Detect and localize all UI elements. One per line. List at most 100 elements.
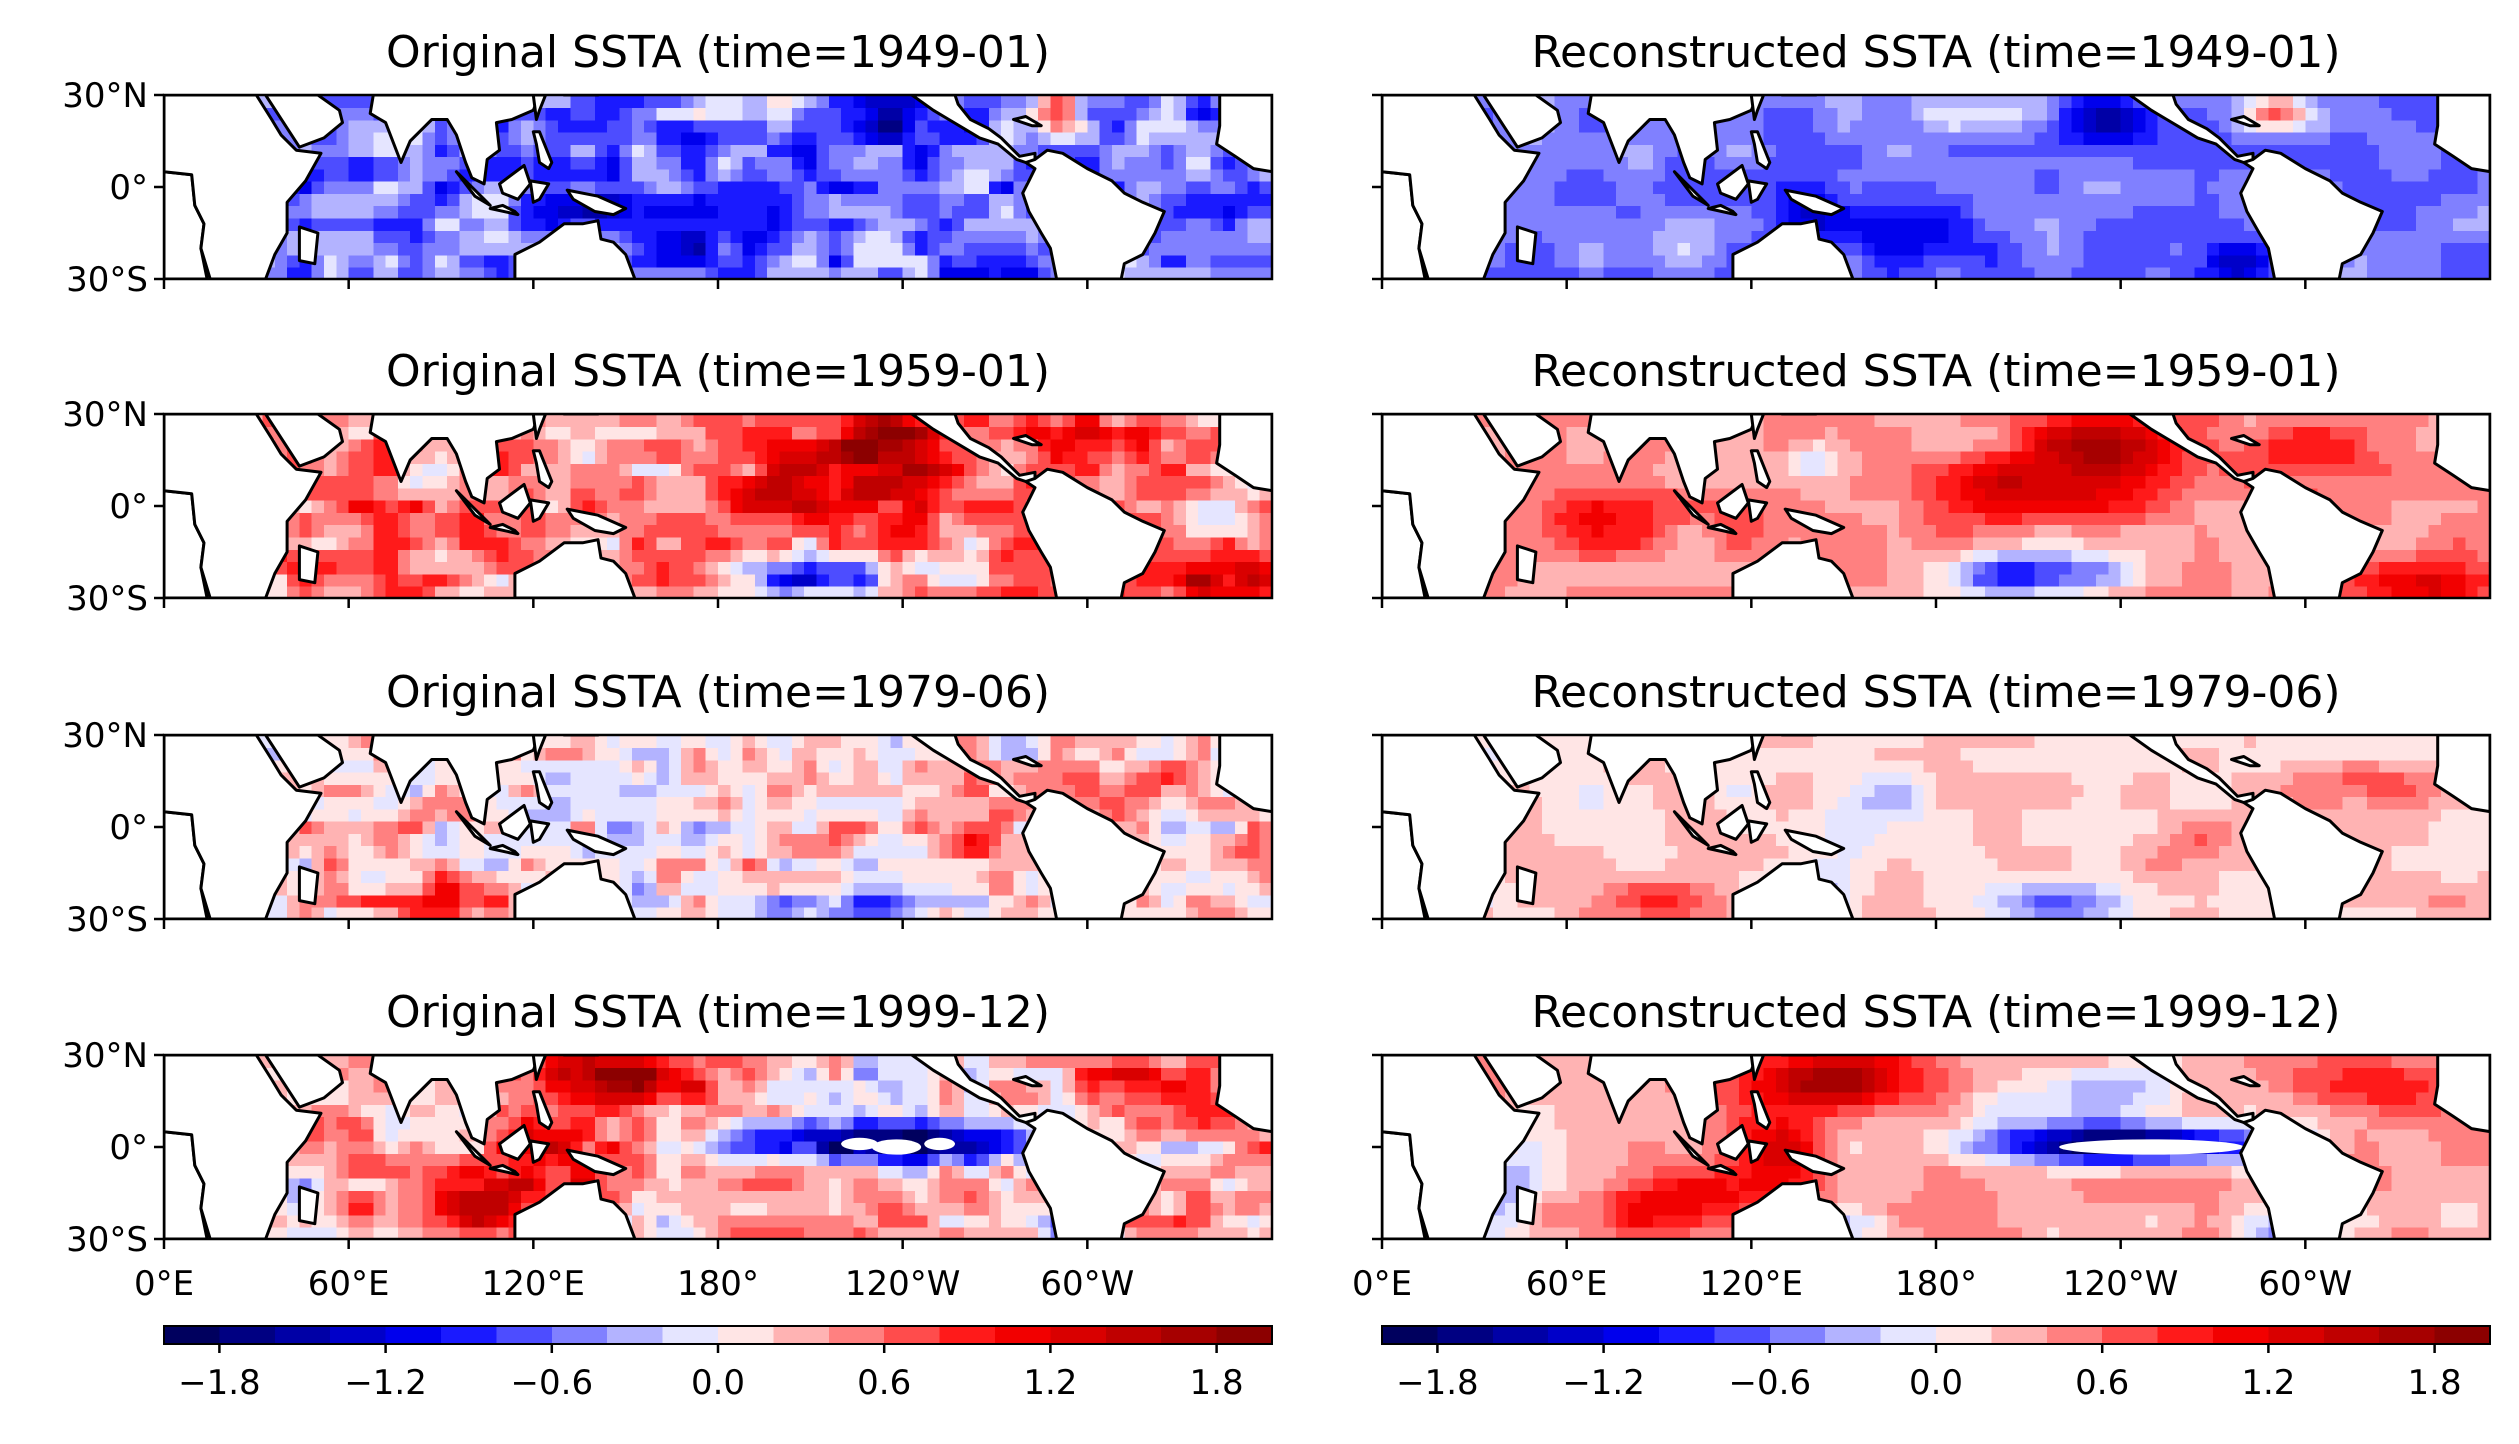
map-panel-original-1999-12: Original SSTA (time=1999-12) 30°N 0° 30°S0°… (62, 987, 1274, 1304)
colorbar-segment (441, 1326, 497, 1344)
land-mass (531, 95, 548, 121)
colorbar-tick-label: −1.2 (344, 1363, 427, 1403)
lon-tick-label: 120°W (845, 1264, 961, 1304)
land-mass (1021, 788, 1166, 919)
colorbar-segment (1880, 1326, 1937, 1344)
colorbar-segment (939, 1326, 996, 1344)
colorbar-segment (1714, 1326, 1771, 1344)
lat-tick-label: 30°N (62, 76, 148, 116)
lat-tick-label: 30°S (66, 900, 148, 940)
map-panel-original-1949-01: Original SSTA (time=1949-01) 30°N 0° 30°S (62, 27, 1274, 300)
land-mass (1731, 219, 1855, 279)
colorbar-segment (1382, 1326, 1438, 1344)
missing-data-patch (841, 1137, 879, 1151)
land-mass (1021, 148, 1166, 279)
lon-tick-label: 60°E (308, 1264, 390, 1304)
land-mass (1215, 414, 1272, 493)
colorbar-tick-label: 0.0 (691, 1363, 745, 1403)
land-mass (1783, 188, 1846, 217)
land-mass (1749, 770, 1772, 811)
land-mass (513, 219, 637, 279)
colorbar-tick-label: −1.2 (1562, 1363, 1645, 1403)
panel-title: Original SSTA (time=1959-01) (386, 346, 1050, 397)
colorbar-tick-label: −0.6 (1729, 1363, 1812, 1403)
panel-title: Reconstructed SSTA (time=1999-12) (1531, 987, 2340, 1038)
land-mass (1716, 804, 1750, 841)
land-mass (1706, 843, 1738, 857)
colorbar-segment (1603, 1326, 1660, 1344)
land-mass (1749, 1090, 1772, 1131)
land-mass (1749, 414, 1766, 440)
land-mass (1731, 538, 1855, 598)
land-mass (297, 1185, 320, 1226)
land-mass (1482, 1055, 1562, 1109)
land-mass (565, 188, 628, 217)
panel-title: Original SSTA (time=1949-01) (386, 27, 1050, 78)
land-mass (531, 735, 548, 761)
land-mass (565, 828, 628, 857)
lon-tick-label: 120°W (2063, 1264, 2179, 1304)
ssta-field (164, 1055, 1272, 1239)
ssta-field (1382, 95, 2490, 279)
missing-data-patch (2059, 1139, 2244, 1155)
land-mass (264, 414, 344, 468)
colorbar-segment (2046, 1326, 2103, 1344)
lon-tick-label: 60°W (2258, 1264, 2352, 1304)
land-mass (264, 95, 344, 149)
colorbar-tick-label: −0.6 (511, 1363, 594, 1403)
colorbar-tick-label: 1.2 (1023, 1363, 1077, 1403)
colorbar-segment (496, 1326, 553, 1344)
land-mass (528, 498, 551, 523)
colorbar-segment (2157, 1326, 2214, 1344)
colorbar-segment (2379, 1326, 2436, 1344)
land-mass (1382, 414, 1541, 598)
land-mass (565, 1148, 628, 1177)
land-mass (1716, 164, 1750, 201)
lat-tick-label: 0° (109, 808, 148, 848)
land-mass (513, 1179, 637, 1239)
land-mass (2433, 95, 2490, 174)
land-mass (1716, 483, 1750, 520)
colorbar-segment (1437, 1326, 1494, 1344)
colorbar: −1.8 −1.2 −0.6 0.0 0.6 1.2 1.8 (163, 1325, 1273, 1403)
colorbar-segment (662, 1326, 719, 1344)
colorbars: −1.8 −1.2 −0.6 0.0 0.6 1.2 1.8 −1.8 −1.2 −0.6 0.0 0… (163, 1325, 2491, 1403)
land-mass (528, 179, 551, 204)
colorbar-segment (1105, 1326, 1162, 1344)
colorbar-tick-label: 0.0 (1909, 1363, 1963, 1403)
colorbar-segment (385, 1326, 442, 1344)
land-mass (498, 164, 532, 201)
lon-tick-label: 120°E (1700, 1264, 1803, 1304)
land-mass (1749, 735, 1766, 761)
colorbar-tick-label: −1.8 (1396, 1363, 1479, 1403)
land-mass (498, 804, 532, 841)
lat-tick-label: 0° (109, 487, 148, 527)
ssta-field (1382, 735, 2490, 919)
lat-tick-label: 0° (109, 168, 148, 208)
land-mass (1482, 414, 1562, 468)
land-mass (1749, 130, 1772, 171)
land-mass (528, 1139, 551, 1164)
land-mass (1731, 1179, 1855, 1239)
colorbar-segment (1050, 1326, 1107, 1344)
land-mass (1672, 489, 1710, 526)
colorbar-segment (2323, 1326, 2380, 1344)
land-mass (2239, 148, 2384, 279)
land-mass (2433, 735, 2490, 814)
map-panels: Original SSTA (time=1949-01) 30°N 0° 30°S Re… (62, 27, 2492, 1304)
land-mass (1515, 865, 1538, 906)
land-mass (2239, 788, 2384, 919)
land-mass (488, 522, 520, 536)
colorbar-segment (551, 1326, 608, 1344)
land-mass (498, 483, 532, 520)
colorbar-segment (2102, 1326, 2159, 1344)
land-mass (1716, 1124, 1750, 1161)
land-mass (1382, 735, 1541, 919)
land-mass (1731, 859, 1855, 919)
land-mass (1021, 467, 1166, 598)
lat-tick-label: 30°N (62, 395, 148, 435)
lon-tick-label: 180° (677, 1264, 759, 1304)
land-mass (531, 1055, 548, 1081)
panel-title: Reconstructed SSTA (time=1959-01) (1531, 346, 2340, 397)
land-mass (1021, 1108, 1166, 1239)
